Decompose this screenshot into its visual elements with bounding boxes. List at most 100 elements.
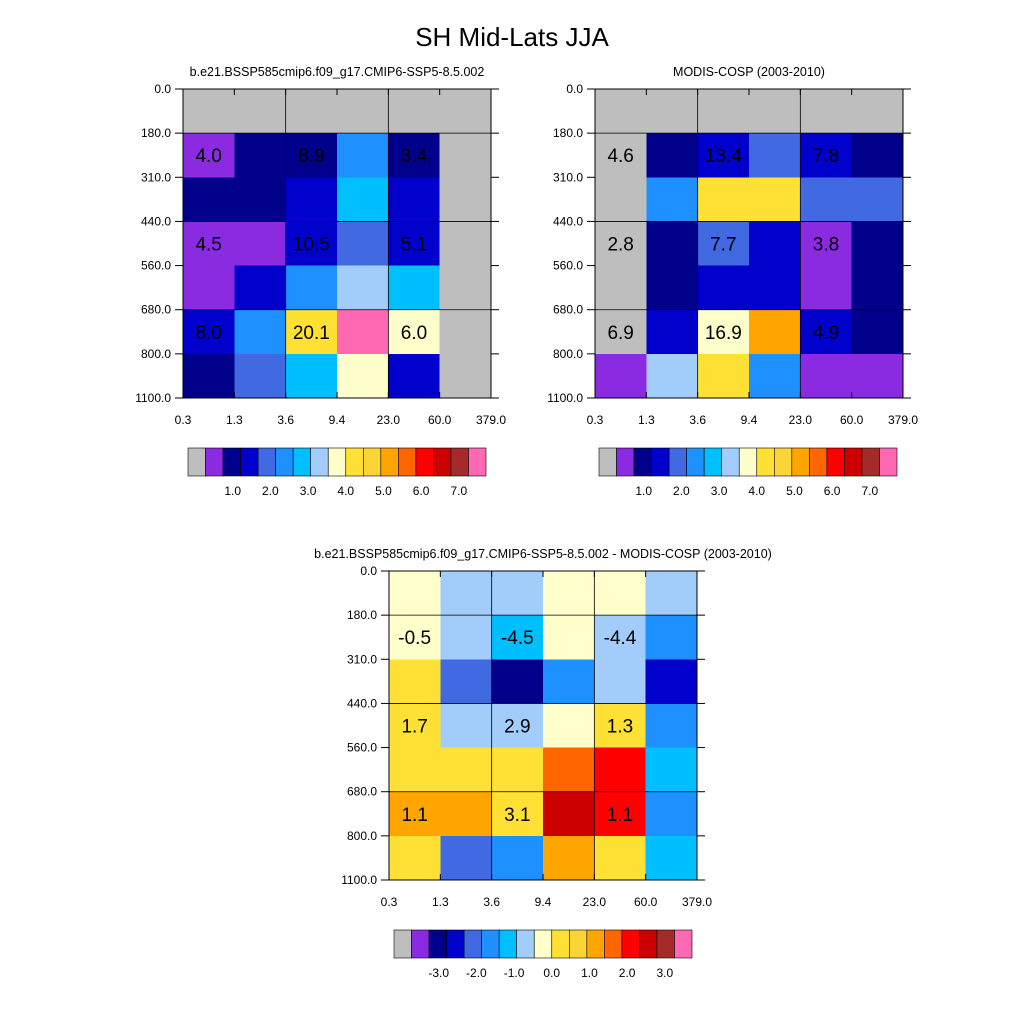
heatmap-cell bbox=[645, 703, 698, 749]
y-tick-label: 800.0 bbox=[347, 829, 377, 843]
y-tick-label: 0.0 bbox=[566, 82, 583, 96]
heatmap-cell bbox=[337, 177, 389, 222]
colorbar-label: 6.0 bbox=[413, 484, 430, 498]
y-tick-label: 1100.0 bbox=[135, 391, 171, 405]
heatmap-cell bbox=[697, 265, 750, 311]
heatmap-cell bbox=[645, 747, 698, 793]
heatmap-cell bbox=[594, 615, 647, 660]
heatmap-cell bbox=[543, 571, 595, 616]
x-tick-label: 60.0 bbox=[634, 895, 658, 909]
x-tick-label: 379.0 bbox=[476, 413, 506, 427]
heatmap-cell bbox=[183, 89, 235, 134]
colorbar-box bbox=[668, 447, 687, 477]
colorbar-box bbox=[616, 447, 635, 477]
y-tick-label: 1100.0 bbox=[341, 873, 377, 887]
x-tick-label: 3.6 bbox=[277, 413, 294, 427]
colorbar-box bbox=[551, 929, 570, 959]
heatmap-cell bbox=[749, 177, 801, 222]
colorbar-box bbox=[844, 447, 863, 477]
x-tick-label: 0.3 bbox=[381, 895, 398, 909]
heatmap-cell bbox=[439, 133, 492, 178]
heatmap-cell bbox=[595, 309, 647, 355]
y-tick-label: 440.0 bbox=[141, 214, 171, 228]
colorbar-box bbox=[773, 447, 793, 477]
colorbar-box bbox=[498, 929, 518, 959]
colorbar-box bbox=[686, 447, 705, 477]
heatmap-panel-obs: MODIS-COSP (2003-2010) 0.3 1.3 3.6 9.4 23.0 60… bbox=[547, 65, 918, 498]
x-tick-label: 0.3 bbox=[587, 413, 604, 427]
colorbar-box bbox=[879, 447, 898, 477]
cell-value-label: 16.9 bbox=[705, 323, 742, 344]
heatmap-cell bbox=[389, 791, 441, 837]
x-tick-label: 3.6 bbox=[689, 413, 706, 427]
heatmap-cell bbox=[285, 177, 338, 222]
heatmap-cell bbox=[594, 659, 647, 704]
y-tick-label: 440.0 bbox=[347, 696, 377, 710]
heatmap-cell bbox=[285, 265, 338, 311]
heatmap-cell bbox=[234, 353, 287, 399]
cell-value-label: 1.1 bbox=[607, 805, 633, 826]
heatmap-cell bbox=[285, 221, 338, 267]
heatmap-cell bbox=[749, 133, 801, 178]
heatmap-cell bbox=[389, 615, 441, 660]
x-tick-label: 60.0 bbox=[840, 413, 864, 427]
y-tick-label: 680.0 bbox=[141, 303, 171, 317]
heatmap-cell bbox=[491, 747, 544, 793]
colorbar-box bbox=[809, 447, 828, 477]
colorbar-box bbox=[411, 929, 430, 959]
x-tick-label: 1.3 bbox=[432, 895, 449, 909]
heatmap-cell bbox=[697, 89, 750, 134]
heatmap-cell bbox=[491, 615, 544, 660]
heatmap-cell bbox=[646, 89, 699, 134]
heatmap-cell bbox=[645, 659, 698, 704]
heatmap-cell bbox=[800, 265, 853, 311]
colorbar-box bbox=[380, 447, 399, 477]
colorbar-diff: -3.0 -2.0 -1.0 0.0 1.0 2.0 3.0 bbox=[393, 929, 693, 980]
heatmap-cell bbox=[646, 309, 699, 355]
figure-title: SH Mid-Lats JJA bbox=[415, 22, 609, 52]
colorbar-box bbox=[598, 447, 617, 477]
cell-value-label: 2.8 bbox=[607, 235, 633, 256]
heatmap-cell bbox=[388, 265, 441, 311]
colorbar-box bbox=[222, 447, 241, 477]
heatmap-cell bbox=[491, 835, 544, 881]
colorbar-label: 2.0 bbox=[673, 484, 690, 498]
colorbar-label: 5.0 bbox=[375, 484, 392, 498]
y-tick-label: 180.0 bbox=[347, 608, 377, 622]
cell-value-label: 4.9 bbox=[813, 323, 839, 344]
x-tick-label: 1.3 bbox=[226, 413, 243, 427]
colorbar-box bbox=[362, 447, 382, 477]
heatmap-cell bbox=[491, 791, 544, 837]
heatmap-cell bbox=[749, 221, 801, 267]
panel-title: MODIS-COSP (2003-2010) bbox=[673, 65, 825, 79]
heatmap-cell bbox=[595, 221, 647, 267]
colorbar-box bbox=[674, 929, 693, 959]
y-tick-label: 680.0 bbox=[553, 303, 583, 317]
heatmap-cell bbox=[697, 133, 750, 178]
colorbar-box bbox=[205, 447, 224, 477]
heatmap-cell bbox=[543, 703, 595, 749]
heatmap-cell bbox=[183, 221, 235, 267]
y-tick-label: 310.0 bbox=[553, 170, 583, 184]
heatmap-cell bbox=[697, 221, 750, 267]
heatmap-cell bbox=[337, 265, 389, 311]
heatmap-cell bbox=[439, 89, 492, 134]
colorbar-box bbox=[651, 447, 670, 477]
heatmap-cell bbox=[388, 221, 441, 267]
heatmap-cell bbox=[646, 177, 699, 222]
heatmap-cell bbox=[645, 571, 698, 616]
heatmap-cell bbox=[594, 747, 647, 793]
colorbar-box bbox=[826, 447, 845, 477]
heatmap-cell bbox=[440, 791, 493, 837]
heatmap-cell bbox=[697, 353, 750, 399]
heatmap-cell bbox=[285, 133, 338, 178]
heatmap-cell bbox=[543, 615, 595, 660]
colorbar-box bbox=[586, 929, 605, 959]
heatmap-cell bbox=[183, 353, 235, 399]
cell-value-label: 6.0 bbox=[401, 323, 427, 344]
y-tick-label: 440.0 bbox=[553, 214, 583, 228]
heatmap-cell bbox=[851, 353, 904, 399]
heatmap-cell bbox=[749, 353, 801, 399]
cell-value-label: 3.8 bbox=[813, 235, 839, 256]
y-tick-label: 680.0 bbox=[347, 785, 377, 799]
